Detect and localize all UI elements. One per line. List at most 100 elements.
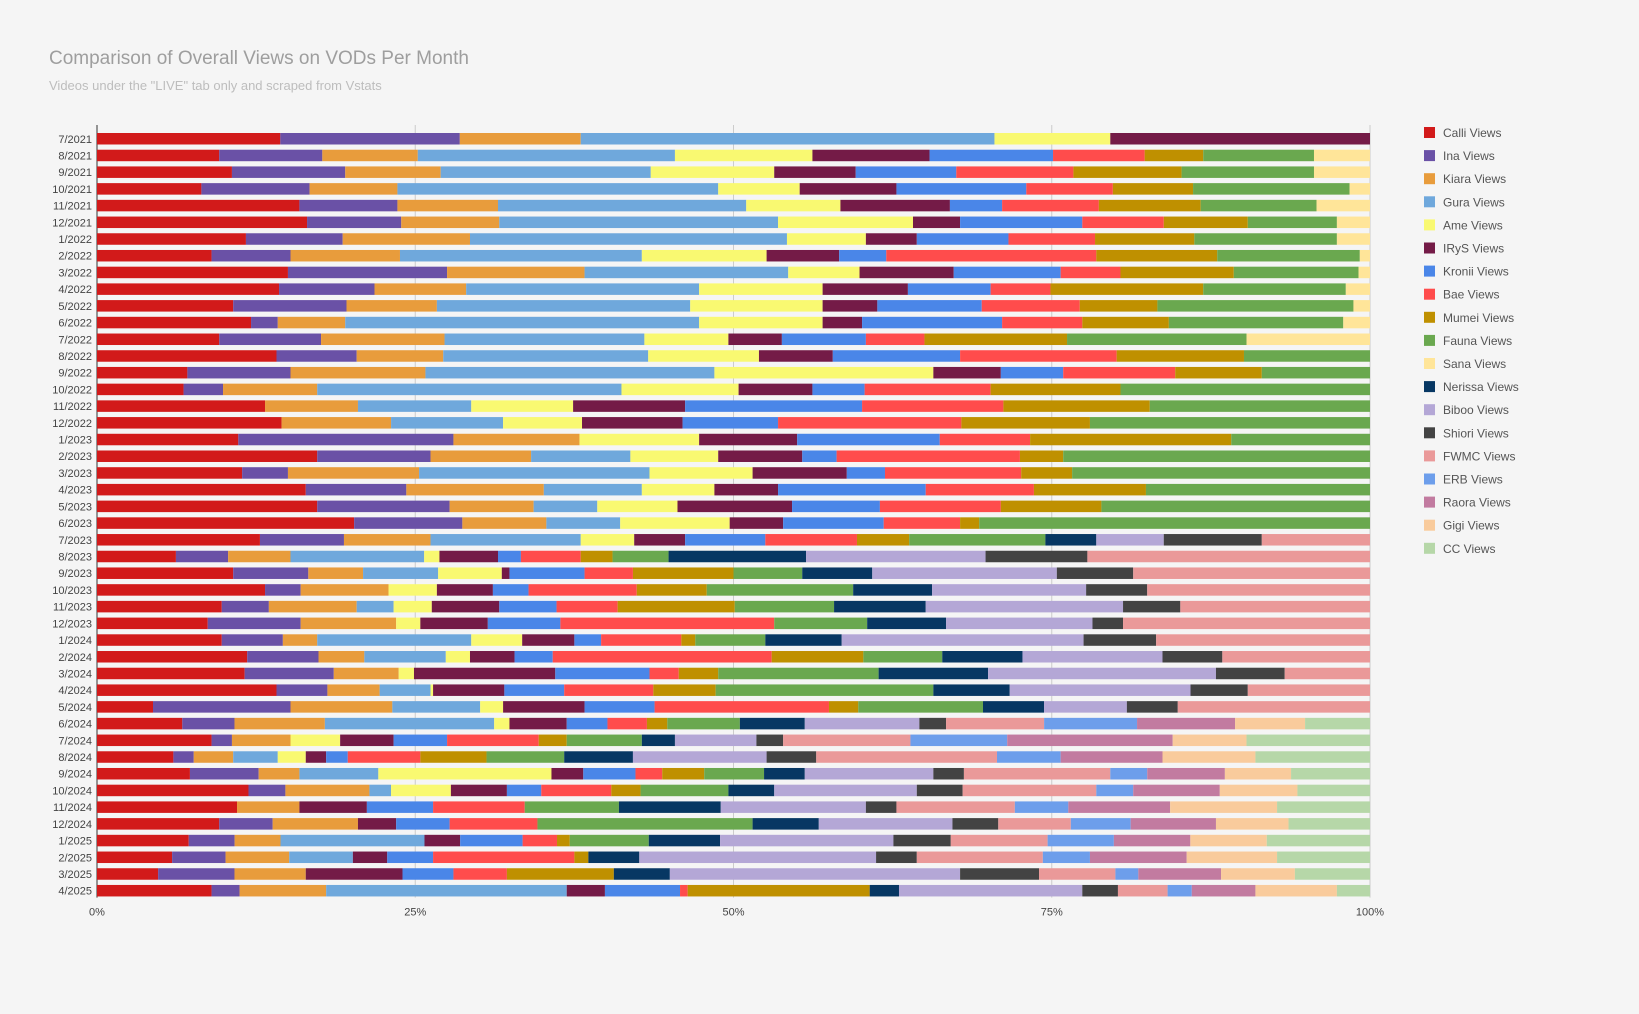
chart-title: Comparison of Overall Views on VODs Per … <box>49 48 469 69</box>
bar-segment-ame-views <box>699 283 823 295</box>
bar-segment-kiara-views <box>462 517 547 529</box>
bar-segment-ame-views <box>714 366 934 379</box>
bar-segment-kronii-views <box>497 550 521 563</box>
bar-segment-bae-views <box>883 517 961 529</box>
bar-segment-kronii-views <box>832 350 961 362</box>
y-tick-label: 12/2023 <box>52 618 92 630</box>
bar-segment-ina-views <box>265 584 301 596</box>
bar-segment-kiara-views <box>346 300 437 312</box>
bar-segment-bae-views <box>765 534 857 546</box>
bar-segment-mumei-views <box>678 667 719 680</box>
bar-segment-ina-views <box>238 433 454 446</box>
bar-segment-ina-views <box>276 350 357 362</box>
bar-segment-biboo-views <box>669 868 961 880</box>
bar-segment-calli-views <box>97 801 238 813</box>
bar-segment-sana-views <box>1353 300 1370 312</box>
y-tick-label: 9/2024 <box>58 769 92 781</box>
bar-segment-fauna-views <box>715 684 934 696</box>
bar-segment-biboo-views <box>1044 701 1127 713</box>
bar-segment-mumei-views <box>687 884 870 897</box>
bar-segment-kiara-views <box>397 199 498 212</box>
bar-segment-mumei-views <box>653 684 716 696</box>
bar-segment-irys-views <box>501 567 510 579</box>
bar-segment-kiara-views <box>459 133 581 145</box>
bar-segment-erb-views <box>1115 868 1139 880</box>
y-tick-label: 10/2021 <box>52 184 92 196</box>
bar-segment-cc-views <box>1336 884 1370 897</box>
bar-segment-bae-views <box>1026 183 1113 195</box>
legend-label: Mumei Views <box>1443 311 1514 325</box>
bar-segment-biboo-views <box>1009 684 1191 696</box>
legend-label: Sana Views <box>1443 357 1506 371</box>
bar-segment-kronii-views <box>685 400 863 412</box>
bar-segment-nerissa-views <box>588 851 640 864</box>
legend-swatch <box>1424 473 1435 485</box>
bar-segment-mumei-views <box>611 784 641 797</box>
bar-segment-raora-views <box>1138 868 1222 880</box>
legend-swatch <box>1424 542 1435 554</box>
bar-segment-fwmc-views <box>1123 617 1370 630</box>
bar-segment-erb-views <box>1044 717 1138 730</box>
bar-segment-fauna-views <box>1067 333 1247 346</box>
bar-segment-gura-views <box>280 834 425 847</box>
bar-segment-cc-views <box>1305 717 1370 730</box>
y-tick-label: 5/2024 <box>58 702 92 714</box>
bar-segment-kiara-views <box>231 734 291 747</box>
bar-segment-biboo-views <box>898 884 1083 897</box>
bar-segment-kiara-views <box>258 767 300 780</box>
bar-segment-ame-views <box>480 701 504 713</box>
legend-label: ERB Views <box>1443 473 1503 487</box>
y-tick-label: 12/2024 <box>52 819 92 831</box>
bar-segment-ame-views <box>630 450 719 462</box>
bar-segment-shiori-views <box>893 834 951 847</box>
bar-segment-bae-views <box>778 417 962 429</box>
bar-segment-bae-views <box>836 450 1020 462</box>
bar-segment-cc-views <box>1297 784 1370 797</box>
bar-segment-ina-views <box>175 550 229 563</box>
bar-segment-mumei-views <box>1095 233 1195 245</box>
x-tick-label: 100% <box>1356 907 1384 919</box>
legend-swatch <box>1424 150 1435 162</box>
y-tick-label: 4/2022 <box>58 284 92 296</box>
bar-segment-kronii-views <box>781 333 866 346</box>
bar-segment-ame-views <box>445 651 470 663</box>
bar-segment-biboo-views <box>841 634 1084 646</box>
bar-segment-shiori-views <box>1083 634 1157 646</box>
bar-segment-fauna-views <box>537 818 753 830</box>
bar-segment-nerissa-views <box>834 600 926 613</box>
bar-segment-shiori-views <box>952 818 999 830</box>
bar-segment-mumei-views <box>1050 283 1204 295</box>
bar-segment-ame-views <box>641 483 715 496</box>
legend-label: Raora Views <box>1443 496 1511 510</box>
bar-segment-ina-views <box>317 500 450 513</box>
bar-segment-ame-views <box>438 567 502 579</box>
bar-segment-calli-views <box>97 450 318 462</box>
bar-segment-fauna-views <box>1145 483 1370 496</box>
bar-segment-kiara-views <box>265 400 358 412</box>
bar-segment-kiara-views <box>449 500 534 513</box>
y-tick-label: 3/2024 <box>58 668 92 680</box>
bar-segment-ina-views <box>182 717 235 730</box>
bar-segment-gura-views <box>543 483 642 496</box>
bar-segment-shiori-views <box>865 801 897 813</box>
y-tick-label: 1/2025 <box>58 836 92 848</box>
bar-segment-calli-views <box>97 500 318 513</box>
bar-segment-ame-views <box>503 417 583 429</box>
bar-segment-calli-views <box>97 149 220 162</box>
bar-segment-nerissa-views <box>1045 534 1097 546</box>
bar-segment-raora-views <box>1113 834 1191 847</box>
bar-segment-kronii-views <box>916 233 1009 245</box>
legend-label: Gigi Views <box>1443 519 1499 533</box>
bar-segment-ina-views <box>219 149 323 162</box>
bar-segment-ina-views <box>211 249 291 262</box>
bar-segment-sana-views <box>1359 249 1370 262</box>
bar-segment-kronii-views <box>802 450 837 462</box>
bar-segment-calli-views <box>97 818 220 830</box>
bar-segment-bae-views <box>522 834 558 847</box>
bar-segment-ame-views <box>621 383 739 396</box>
bar-segment-ina-views <box>305 483 407 496</box>
bar-segment-irys-views <box>718 450 803 462</box>
legend-label: FWMC Views <box>1443 449 1515 463</box>
bar-segment-kiara-views <box>223 383 318 396</box>
bar-segment-gura-views <box>317 383 622 396</box>
